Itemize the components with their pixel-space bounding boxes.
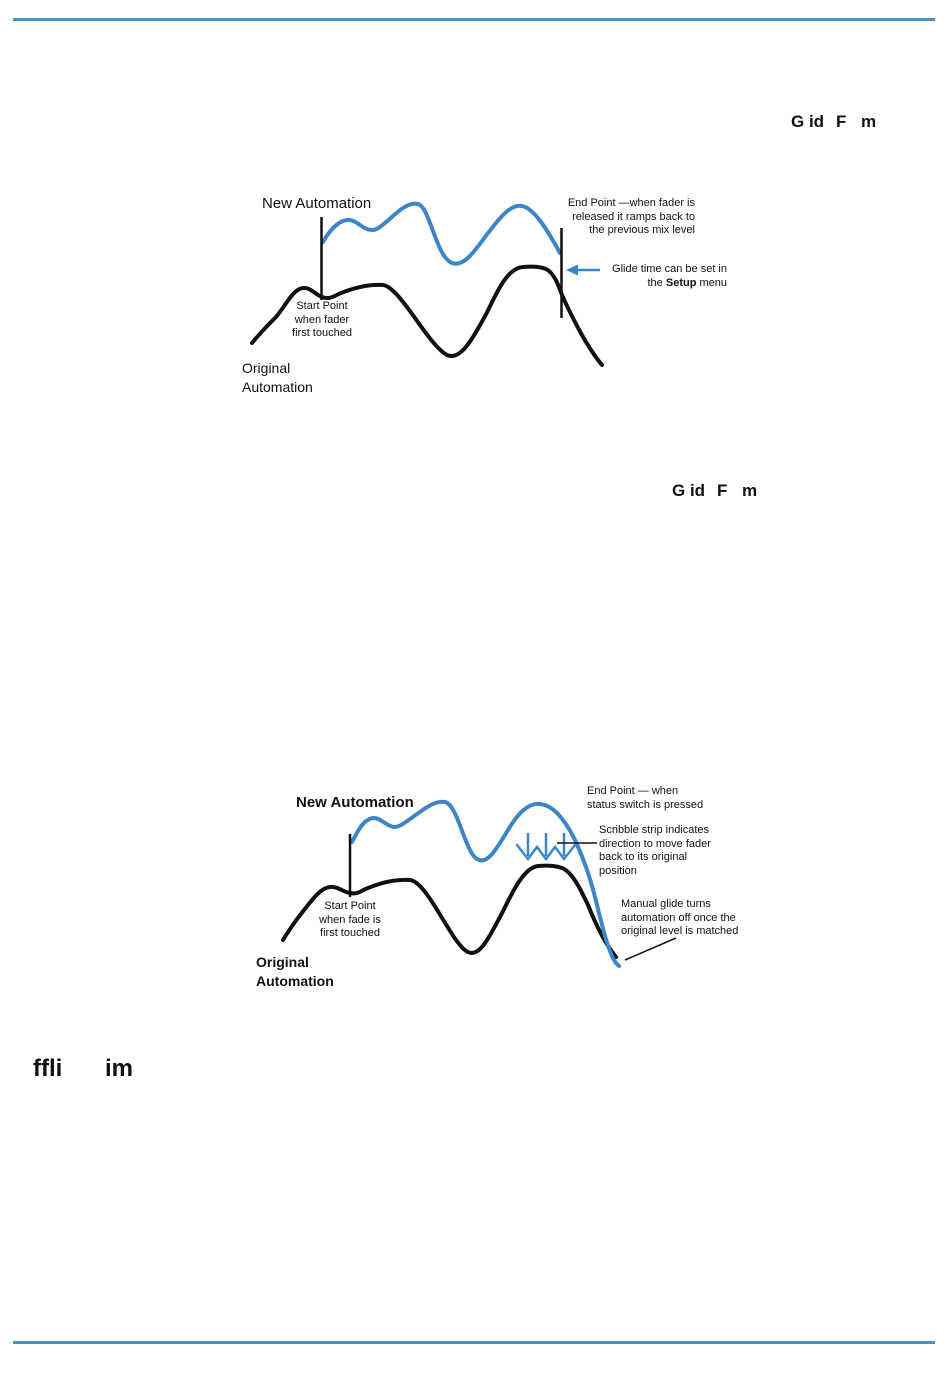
- bottom-rule: [13, 1341, 935, 1344]
- note-line: status switch is pressed: [587, 798, 704, 811]
- label-line: Automation: [256, 973, 334, 989]
- note-line: released it ramps back to: [572, 210, 695, 223]
- d2-new-automation-label: New Automation: [296, 794, 414, 811]
- note-line: when fade is: [319, 913, 381, 926]
- label-line: Automation: [242, 379, 313, 395]
- note-line: Start Point: [324, 900, 376, 912]
- label-line: Original: [242, 360, 291, 376]
- note-line: the previous mix level: [589, 224, 695, 236]
- note-line: End Point —when fader is: [567, 197, 695, 209]
- heading-fragment-part: m: [742, 481, 758, 500]
- d2-manual-glide-note: Manual glide turns automation off once t…: [621, 898, 738, 939]
- note-line: position: [599, 864, 637, 877]
- heading-fragment-part: G id: [672, 481, 706, 500]
- d2-down-arrows-zigzag-icon: [515, 843, 577, 862]
- d2-start-point-note: Start Point when fade is first touched: [290, 900, 410, 941]
- d2-manual-glide-pointer-line: [624, 937, 677, 961]
- heading-fragment-part: m: [861, 112, 877, 131]
- note-line: Scribble strip indicates: [599, 824, 710, 836]
- note-line: when fader: [294, 313, 350, 326]
- section-heading-fragment-bottom-part1: ffli: [33, 1055, 63, 1082]
- d2-end-point-note: End Point — when status switch is presse…: [587, 785, 703, 812]
- note-line: back to its original: [599, 851, 688, 863]
- d1-new-automation-curve: [321, 201, 562, 266]
- d2-original-automation-curve: [281, 863, 618, 959]
- note-line: End Point — when: [587, 785, 679, 797]
- label-line: Original: [256, 954, 309, 970]
- d1-glide-arrowhead-icon: [566, 264, 578, 276]
- note-line: automation off once the: [621, 911, 736, 924]
- d2-original-automation-label: Original Automation: [256, 953, 334, 991]
- d1-start-point-note: Start Point when fader first touched: [262, 300, 382, 341]
- note-text: the: [647, 276, 666, 289]
- heading-fragment-part: F: [836, 112, 847, 131]
- d1-original-automation-label: Original Automation: [242, 359, 313, 397]
- d2-scribble-strip-note: Scribble strip indicates direction to mo…: [599, 824, 711, 878]
- d1-end-point-note: End Point —when fader is released it ram…: [535, 197, 695, 238]
- section-heading-fragment-bottom-part2: im: [105, 1055, 134, 1082]
- top-rule: [13, 18, 935, 21]
- note-line: original level is matched: [621, 925, 739, 937]
- note-line: the Setup menu: [567, 276, 728, 291]
- d1-original-automation-curve: [250, 264, 604, 367]
- note-text: menu: [696, 276, 727, 289]
- note-text-bold: Setup: [665, 276, 697, 289]
- note-line: first touched: [292, 327, 352, 339]
- note-line: first touched: [320, 927, 380, 939]
- d2-new-automation-curve: [350, 799, 621, 968]
- note-line: Manual glide turns: [621, 898, 711, 910]
- d1-new-automation-label: New Automation: [262, 195, 372, 212]
- heading-fragment-part: F: [717, 481, 728, 500]
- heading-fragment-part: G id: [791, 112, 825, 131]
- note-line: Start Point: [296, 300, 348, 312]
- d1-glide-time-note: Glide time can be set in the Setup menu: [567, 263, 727, 290]
- note-line: direction to move fader: [599, 837, 711, 850]
- note-line: Glide time can be set in: [612, 263, 727, 275]
